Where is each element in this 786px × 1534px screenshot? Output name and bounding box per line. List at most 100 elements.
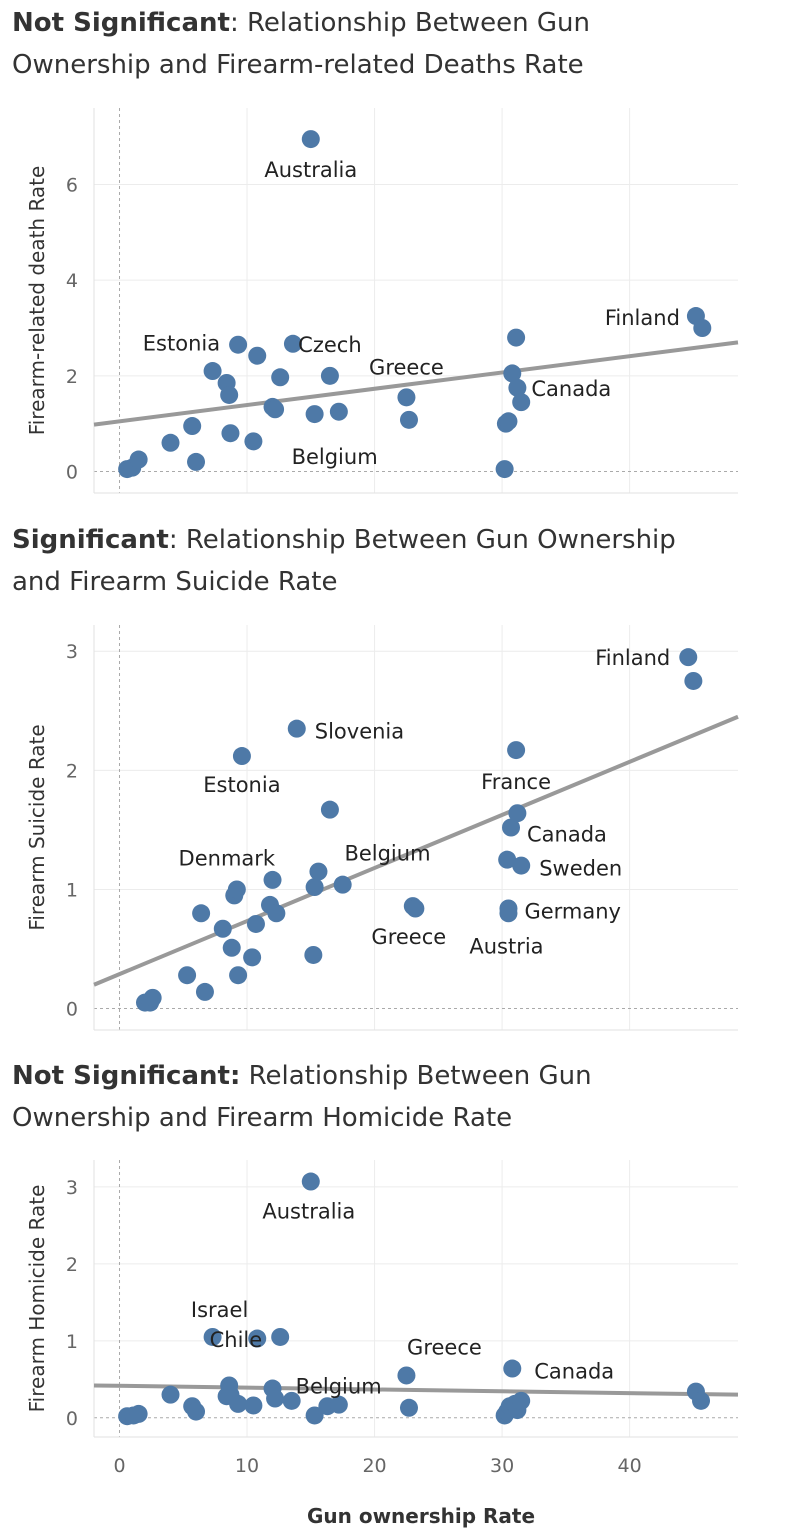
data-point bbox=[283, 334, 302, 353]
y-tick-label: 2 bbox=[66, 1254, 78, 1276]
data-point bbox=[512, 1391, 531, 1410]
data-point bbox=[244, 432, 263, 451]
data-point bbox=[502, 818, 521, 837]
data-point bbox=[495, 460, 514, 479]
data-point bbox=[507, 741, 526, 760]
y-tick-label: 4 bbox=[66, 270, 78, 292]
data-point bbox=[503, 364, 522, 383]
y-tick-label: 3 bbox=[66, 1177, 78, 1199]
data-point bbox=[333, 875, 352, 894]
data-point bbox=[397, 388, 416, 407]
data-point bbox=[246, 914, 265, 933]
country-label: Austria bbox=[469, 934, 543, 958]
y-tick-label: 0 bbox=[66, 461, 78, 483]
trend-line bbox=[93, 714, 739, 987]
data-point bbox=[301, 130, 320, 149]
data-point bbox=[243, 948, 262, 967]
country-label: France bbox=[481, 770, 551, 794]
chart-2-y-axis-label: Firearm Suicide Rate bbox=[25, 724, 49, 930]
country-label: Finland bbox=[595, 646, 670, 670]
data-point bbox=[693, 319, 712, 337]
country-label: Canada bbox=[531, 377, 611, 401]
data-point bbox=[508, 378, 527, 397]
y-tick-label: 0 bbox=[66, 999, 78, 1021]
country-label: Belgium bbox=[292, 445, 378, 469]
data-point bbox=[187, 452, 206, 471]
data-point bbox=[178, 966, 197, 985]
data-point bbox=[220, 385, 239, 404]
x-tick-label: 40 bbox=[618, 1455, 642, 1477]
data-point bbox=[329, 1395, 348, 1414]
data-point bbox=[507, 328, 526, 347]
y-tick-label: 2 bbox=[66, 760, 78, 782]
y-tick-label: 1 bbox=[66, 1331, 78, 1353]
chart-3-title-bold: Not Significant: bbox=[12, 1061, 241, 1091]
data-point bbox=[195, 982, 214, 1001]
country-label: Israel bbox=[191, 1298, 248, 1322]
data-point bbox=[503, 1359, 522, 1378]
data-point bbox=[222, 938, 241, 957]
trend-line bbox=[93, 340, 739, 427]
data-point bbox=[213, 919, 232, 938]
country-label: Finland bbox=[605, 306, 680, 330]
chart-1-title: Not Significant: Relationship Between Gu… bbox=[12, 2, 652, 86]
chart-1-title-bold: Not Significant bbox=[12, 8, 230, 38]
country-label: Sweden bbox=[539, 857, 622, 881]
y-tick-label: 0 bbox=[66, 1408, 78, 1430]
country-label: Slovenia bbox=[315, 720, 404, 744]
data-point bbox=[679, 648, 698, 667]
data-point bbox=[227, 880, 246, 899]
data-point bbox=[406, 899, 425, 918]
x-tick-label: 30 bbox=[490, 1455, 514, 1477]
data-point bbox=[203, 362, 222, 381]
data-point bbox=[692, 1391, 711, 1410]
data-point bbox=[305, 878, 324, 897]
data-point bbox=[232, 747, 251, 766]
y-tick-label: 2 bbox=[66, 366, 78, 388]
chart-1-y-axis-label: Firearm-related death Rate bbox=[25, 166, 49, 436]
country-label: Australia bbox=[264, 158, 357, 182]
data-point bbox=[203, 1327, 222, 1346]
data-point bbox=[266, 400, 285, 419]
y-tick-label: 3 bbox=[66, 641, 78, 663]
data-point bbox=[229, 966, 248, 985]
country-label: Denmark bbox=[179, 846, 276, 870]
data-point bbox=[397, 1366, 416, 1385]
country-label: Greece bbox=[371, 925, 446, 949]
data-point bbox=[282, 1391, 301, 1410]
country-label: Belgium bbox=[296, 1374, 382, 1398]
data-point bbox=[229, 1394, 248, 1413]
data-point bbox=[512, 393, 531, 412]
data-point bbox=[320, 800, 339, 819]
x-tick-label: 0 bbox=[113, 1455, 125, 1477]
country-label: Australia bbox=[262, 1200, 355, 1224]
y-tick-label: 1 bbox=[66, 879, 78, 901]
data-point bbox=[304, 945, 323, 964]
data-point bbox=[161, 1385, 180, 1404]
data-point bbox=[512, 856, 531, 875]
country-label: Greece bbox=[407, 1335, 482, 1359]
x-axis-label: Gun ownership Rate bbox=[307, 1504, 535, 1528]
data-point bbox=[221, 424, 240, 443]
data-point bbox=[309, 862, 328, 881]
data-point bbox=[399, 410, 418, 429]
chart-2-title: Significant: Relationship Between Gun Ow… bbox=[12, 519, 732, 603]
x-tick-label: 20 bbox=[362, 1455, 386, 1477]
data-point bbox=[192, 904, 211, 923]
data-point bbox=[266, 1389, 285, 1408]
data-point bbox=[248, 1329, 267, 1348]
data-point bbox=[508, 804, 527, 823]
data-point bbox=[187, 1402, 206, 1421]
trend-line bbox=[93, 1383, 739, 1397]
country-label: Estonia bbox=[203, 773, 280, 797]
data-point bbox=[129, 1404, 148, 1423]
chart-2-title-rest: : Relationship Between Gun Ownership and… bbox=[12, 525, 676, 597]
data-point bbox=[143, 988, 162, 1007]
data-point bbox=[320, 366, 339, 385]
data-point bbox=[129, 450, 148, 469]
country-label: Germany bbox=[524, 900, 621, 924]
y-tick-label: 6 bbox=[66, 175, 78, 197]
data-point bbox=[244, 1396, 263, 1415]
chart-2-title-bold: Significant bbox=[12, 525, 169, 555]
